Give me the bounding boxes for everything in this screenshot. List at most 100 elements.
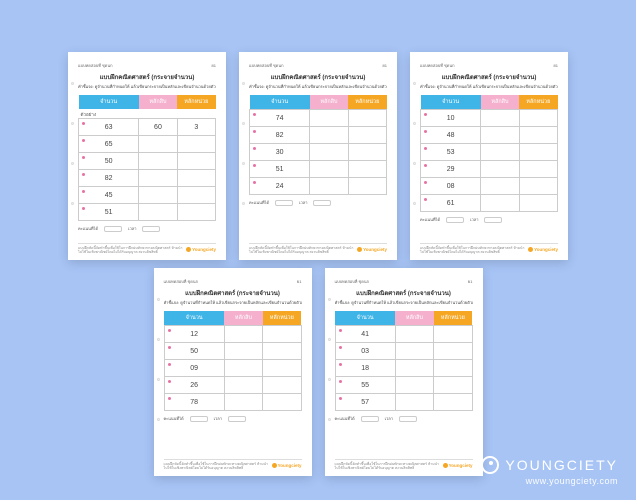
cell-value: 78 bbox=[190, 399, 198, 406]
table-row: 82 bbox=[250, 127, 387, 144]
row-marker-icon bbox=[82, 139, 85, 142]
row-marker-icon bbox=[168, 380, 171, 383]
table-cell bbox=[263, 343, 301, 360]
footer-brand-name: Youngciety bbox=[278, 463, 302, 468]
row-marker-icon bbox=[253, 130, 256, 133]
footer-text: แบบฝึกหัดนี้จัดทำขึ้นเพื่อใช้ในการฝึกฝนท… bbox=[164, 462, 272, 470]
meta-left: แบบทดสอบที่ ชุดนก bbox=[420, 62, 455, 69]
punch-hole bbox=[328, 418, 331, 421]
row-marker-icon bbox=[339, 346, 342, 349]
col-header: จำนวน bbox=[250, 95, 310, 110]
col-header: หลักหน่วย bbox=[348, 95, 386, 110]
table-row: 50 bbox=[79, 153, 216, 170]
meta-left: แบบทดสอบที่ ชุดนก bbox=[335, 278, 370, 285]
row-marker-icon bbox=[168, 397, 171, 400]
footer-text: แบบฝึกหัดนี้จัดทำขึ้นเพื่อใช้ในการฝึกฝนท… bbox=[335, 462, 443, 470]
stat-label: เวลา bbox=[470, 216, 478, 223]
cell-value: 08 bbox=[447, 183, 455, 190]
row-marker-icon bbox=[82, 156, 85, 159]
table-cell: 74 bbox=[250, 110, 310, 127]
table-row: 65 bbox=[79, 136, 216, 153]
worksheet-table: จำนวนหลักสิบหลักหน่วย4103185557 bbox=[335, 311, 473, 411]
table-cell bbox=[224, 343, 262, 360]
table-cell bbox=[139, 153, 177, 170]
table-row: 63603 bbox=[79, 119, 216, 136]
sheet-row-2: แบบทดสอบที่ ชุดนก ย1 แบบฝึกคณิตศาสตร์ (กร… bbox=[0, 268, 636, 476]
col-header: หลักสิบ bbox=[310, 95, 348, 110]
cell-value: 45 bbox=[105, 192, 113, 199]
table-cell: 50 bbox=[164, 343, 224, 360]
table-cell: 60 bbox=[139, 119, 177, 136]
table-cell bbox=[177, 187, 215, 204]
sheet-meta: แบบทดสอบที่ ชุดนก ย1 bbox=[335, 278, 473, 285]
worksheet-table: จำนวนหลักสิบหลักหน่วย7482305124 bbox=[249, 95, 387, 195]
table-cell: 51 bbox=[250, 161, 310, 178]
stat-box bbox=[313, 200, 331, 206]
cell-value: 18 bbox=[361, 365, 369, 372]
row-marker-icon bbox=[339, 397, 342, 400]
table-cell bbox=[395, 377, 433, 394]
table-row: 10 bbox=[421, 110, 558, 127]
row-marker-icon bbox=[339, 380, 342, 383]
table-cell: 82 bbox=[250, 127, 310, 144]
punch-hole bbox=[242, 202, 245, 205]
row-marker-icon bbox=[253, 164, 256, 167]
table-row: 51 bbox=[250, 161, 387, 178]
cell-value: 48 bbox=[447, 132, 455, 139]
table-cell bbox=[139, 204, 177, 221]
table-cell: 18 bbox=[335, 360, 395, 377]
table-cell bbox=[310, 127, 348, 144]
table-cell bbox=[481, 161, 519, 178]
stat-label: คะแนนที่ได้ bbox=[420, 216, 440, 223]
table-cell bbox=[310, 161, 348, 178]
stat-label: เวลา bbox=[299, 199, 307, 206]
col-header: หลักหน่วย bbox=[519, 95, 557, 110]
table-cell bbox=[395, 343, 433, 360]
table-cell: 09 bbox=[164, 360, 224, 377]
footer-brand-name: Youngciety bbox=[534, 247, 558, 252]
punch-hole bbox=[328, 338, 331, 341]
table-cell bbox=[348, 144, 386, 161]
table-cell: 82 bbox=[79, 170, 139, 187]
table-row: 51 bbox=[79, 204, 216, 221]
brand-watermark: YOUNGCIETY www.youngciety.com bbox=[481, 456, 618, 486]
footer-logo-icon bbox=[357, 247, 362, 252]
table-cell: 65 bbox=[79, 136, 139, 153]
row-marker-icon bbox=[168, 346, 171, 349]
table-row: 18 bbox=[335, 360, 472, 377]
row-marker-icon bbox=[82, 190, 85, 193]
table-cell bbox=[395, 394, 433, 411]
cell-value: 29 bbox=[447, 166, 455, 173]
brand-name: YOUNGCIETY bbox=[505, 457, 618, 473]
table-cell: 29 bbox=[421, 161, 481, 178]
row-marker-icon bbox=[339, 363, 342, 366]
col-header: หลักหน่วย bbox=[434, 311, 472, 326]
punch-hole bbox=[157, 378, 160, 381]
footer-logo-icon bbox=[272, 463, 277, 468]
table-cell bbox=[310, 144, 348, 161]
cell-value: 50 bbox=[105, 158, 113, 165]
sheet-title: แบบฝึกคณิตศาสตร์ (กระจายจำนวน) bbox=[420, 72, 558, 82]
table-row: 50 bbox=[164, 343, 301, 360]
table-row: 45 bbox=[79, 187, 216, 204]
row-marker-icon bbox=[253, 147, 256, 150]
stat-label: คะแนนที่ได้ bbox=[78, 225, 98, 232]
stat-box bbox=[361, 416, 379, 422]
footer-brand-name: Youngciety bbox=[192, 247, 216, 252]
table-cell bbox=[434, 360, 472, 377]
table-cell: 3 bbox=[177, 119, 215, 136]
table-cell bbox=[519, 144, 557, 161]
table-cell bbox=[395, 326, 433, 343]
sheet-meta: แบบทดสอบที่ ชุดนก ย1 bbox=[420, 62, 558, 69]
table-cell: 50 bbox=[79, 153, 139, 170]
table-cell bbox=[481, 195, 519, 212]
row-marker-icon bbox=[424, 147, 427, 150]
table-cell bbox=[139, 136, 177, 153]
worksheet-table: จำนวนหลักสิบหลักหน่วย104853290861 bbox=[420, 95, 558, 212]
meta-left: แบบทดสอบที่ ชุดนก bbox=[164, 278, 199, 285]
table-row: 12 bbox=[164, 326, 301, 343]
worksheet-page: แบบทดสอบที่ ชุดนก ย1แบบฝึกคณิตศาสตร์ (กร… bbox=[68, 52, 226, 260]
meta-left: แบบทดสอบที่ ชุดนก bbox=[249, 62, 284, 69]
sheet-title: แบบฝึกคณิตศาสตร์ (กระจายจำนวน) bbox=[164, 288, 302, 298]
table-row: 55 bbox=[335, 377, 472, 394]
